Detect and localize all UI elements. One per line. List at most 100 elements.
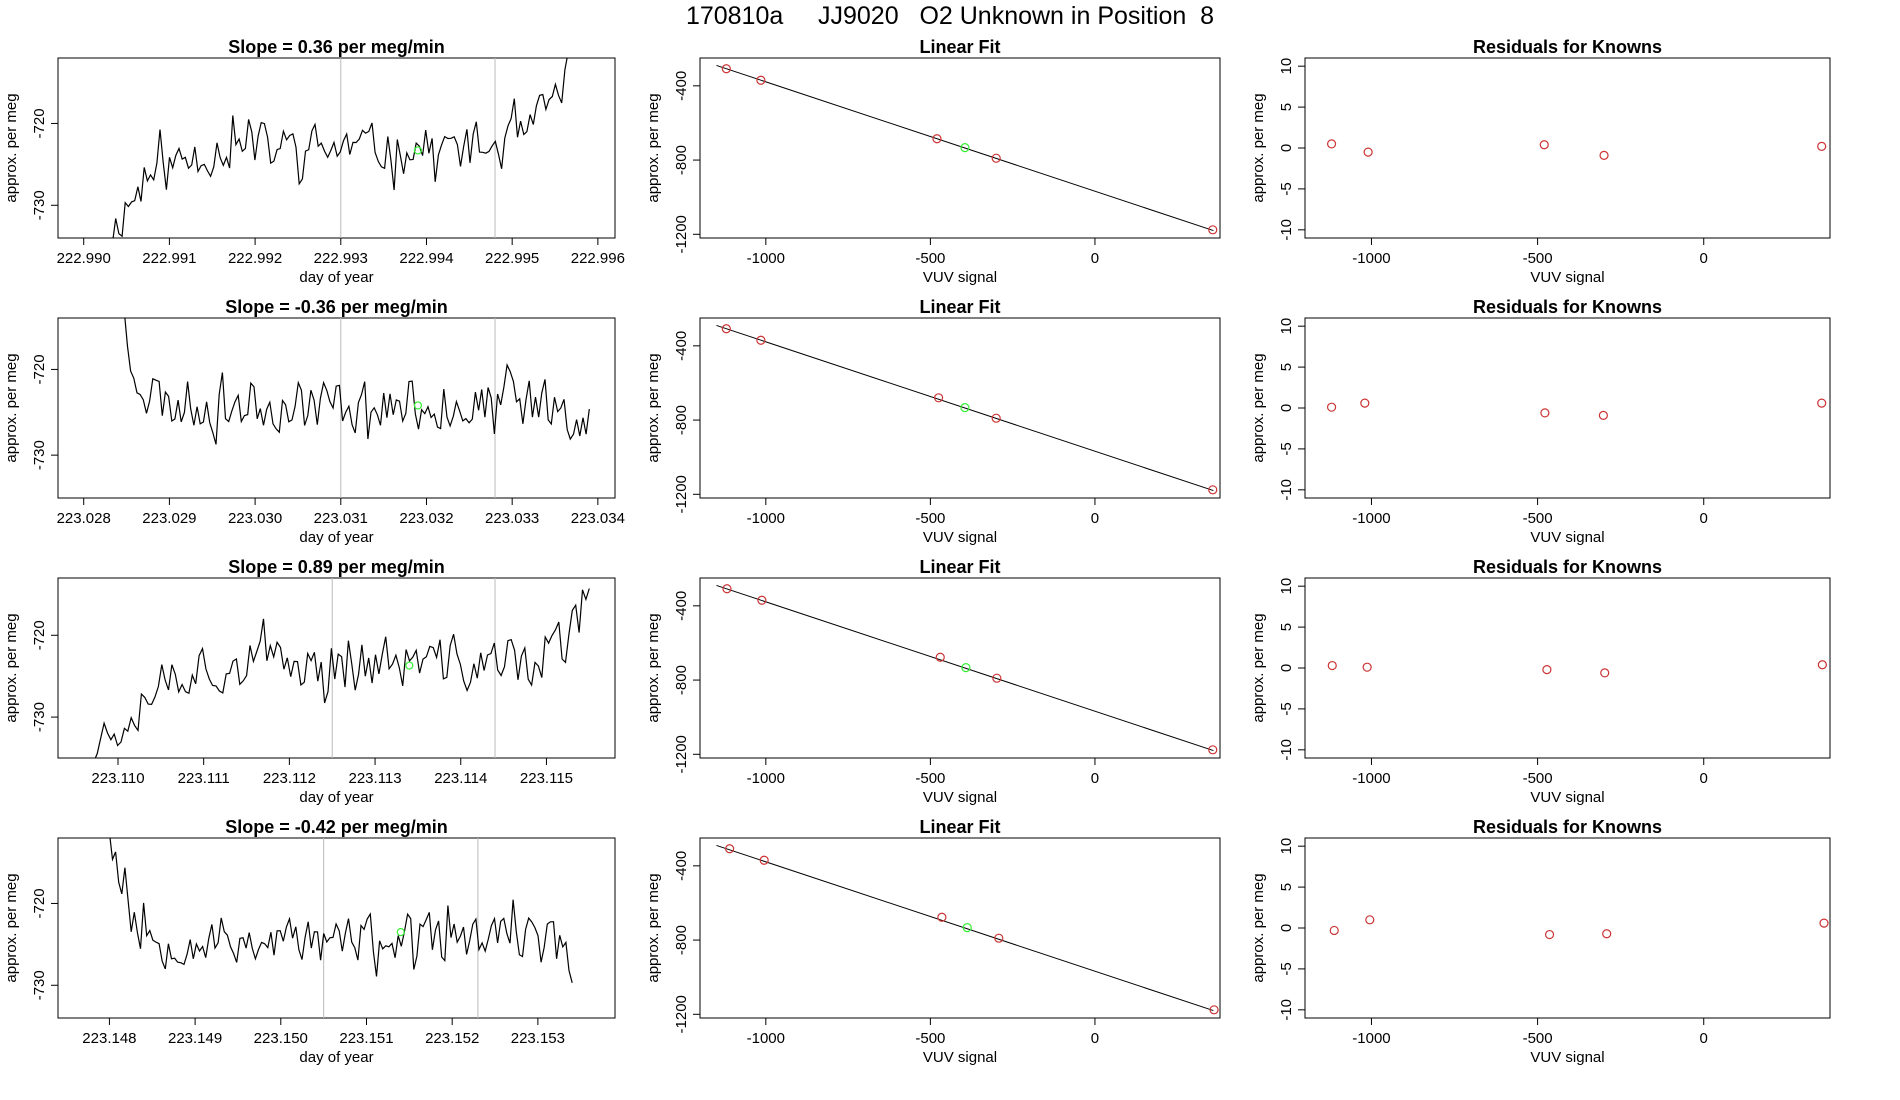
y-tick-label: -5 <box>1278 962 1295 975</box>
plot-area <box>1329 915 1829 940</box>
y-tick-label: -800 <box>673 145 690 175</box>
y-tick-label: -720 <box>31 354 48 384</box>
known-point <box>937 912 947 922</box>
y-tick-label: 5 <box>1278 623 1295 631</box>
y-tick-label: 5 <box>1278 363 1295 371</box>
x-tick-label: -1000 <box>1352 770 1390 787</box>
x-tick-label: 0 <box>1700 510 1708 527</box>
unknown-marker <box>396 927 405 937</box>
panel-time-row-3: Slope = 0.89 per meg/min 223.110 223.111 22… <box>3 557 616 806</box>
x-tick-label: 223.112 <box>263 770 316 787</box>
panel-title: Slope = 0.89 per meg/min <box>228 557 445 577</box>
known-point <box>725 844 735 854</box>
plot-area <box>124 318 590 498</box>
unknown-point <box>960 143 970 153</box>
known-point <box>1208 745 1218 755</box>
y-axis-label: approx. per meg <box>3 613 20 722</box>
y-tick-label: -720 <box>31 620 48 650</box>
y-tick-label: -10 <box>1278 739 1295 761</box>
x-axis-label: day of year <box>299 529 373 546</box>
panel-title: Linear Fit <box>919 297 1000 317</box>
y-axis-label: approx. per meg <box>3 873 20 982</box>
known-point <box>1208 225 1218 235</box>
y-axis-label: approx. per meg <box>645 613 662 722</box>
residual-point <box>1599 150 1609 160</box>
known-point <box>722 584 732 594</box>
panel-title: Residuals for Knowns <box>1473 817 1662 837</box>
residual-point <box>1363 147 1373 157</box>
panel-resid-row-4: Residuals for Knowns -1000 -500 0 VUV signal… <box>1250 817 1831 1066</box>
x-tick-label: 223.148 <box>82 1030 136 1047</box>
x-tick-label: 223.028 <box>57 510 111 527</box>
panel-fit-row-3: Linear Fit -1000 -500 0 VUV signal -400 -800 -1… <box>645 557 1221 806</box>
unknown-marker <box>413 146 423 155</box>
x-tick-label: -500 <box>1523 770 1553 787</box>
plot-frame <box>1304 577 1831 759</box>
x-tick-label: 0 <box>1700 1030 1708 1047</box>
known-point <box>991 153 1001 163</box>
x-tick-label: -1000 <box>1352 1030 1390 1047</box>
panel-fit-row-1: Linear Fit -1000 -500 0 VUV signal -400 -800 -1… <box>645 37 1221 286</box>
x-tick-label: 222.996 <box>571 250 625 267</box>
x-axis-label: VUV signal <box>923 529 997 546</box>
x-tick-label: -500 <box>915 510 945 527</box>
y-tick-label: -720 <box>31 108 48 138</box>
y-tick-label: -730 <box>31 970 48 1000</box>
x-tick-label: -1000 <box>747 770 785 787</box>
y-axis-label: approx. per meg <box>3 353 20 462</box>
fit-line <box>716 584 1214 752</box>
x-tick-label: 222.994 <box>399 250 453 267</box>
y-tick-label: 10 <box>1278 578 1295 595</box>
panel-title: Slope = -0.42 per meg/min <box>225 817 448 837</box>
y-tick-label: -5 <box>1278 182 1295 195</box>
panel-title: Residuals for Knowns <box>1473 37 1662 57</box>
plot-frame <box>1304 837 1831 1019</box>
x-tick-label: 223.150 <box>254 1030 308 1047</box>
panel-title: Slope = -0.36 per meg/min <box>225 297 448 317</box>
unknown-point <box>962 923 972 933</box>
residual-point <box>1600 668 1610 678</box>
x-tick-label: 223.029 <box>142 510 196 527</box>
x-tick-label: 222.990 <box>57 250 111 267</box>
y-axis-label: approx. per meg <box>1250 613 1267 722</box>
y-axis-label: approx. per meg <box>3 93 20 202</box>
panel-resid-row-2: Residuals for Knowns -1000 -500 0 VUV signal… <box>1250 297 1831 546</box>
x-tick-label: 222.993 <box>314 250 368 267</box>
x-axis-label: VUV signal <box>923 789 997 806</box>
panel-time-row-1: Slope = 0.36 per meg/min 222.990 222.991 22… <box>3 37 625 286</box>
fit-line <box>716 64 1214 232</box>
plot-area <box>1326 398 1827 420</box>
residual-point <box>1817 398 1827 408</box>
y-tick-label: -400 <box>673 331 690 361</box>
panel-title: Linear Fit <box>919 817 1000 837</box>
plot-frame <box>699 57 1221 239</box>
x-tick-label: -500 <box>915 1030 945 1047</box>
residual-point <box>1817 141 1827 151</box>
plot-frame <box>1304 57 1831 239</box>
known-point <box>757 595 767 605</box>
x-tick-label: -500 <box>1523 250 1553 267</box>
x-tick-label: 223.151 <box>339 1030 393 1047</box>
plot-area <box>716 584 1218 755</box>
plot-frame <box>699 317 1221 499</box>
x-tick-label: 0 <box>1091 1030 1099 1047</box>
known-point <box>932 134 942 144</box>
y-tick-label: -730 <box>31 190 48 220</box>
panel-title: Slope = 0.36 per meg/min <box>228 37 445 57</box>
x-tick-label: -500 <box>1523 510 1553 527</box>
x-tick-label: 0 <box>1700 250 1708 267</box>
y-tick-label: -1200 <box>673 475 690 513</box>
x-tick-label: 223.034 <box>571 510 625 527</box>
y-axis-label: approx. per meg <box>645 353 662 462</box>
x-axis-label: VUV signal <box>1530 529 1604 546</box>
series-line <box>124 318 590 445</box>
y-tick-label: 0 <box>1278 924 1295 932</box>
known-point <box>934 393 944 403</box>
x-tick-label: 223.030 <box>228 510 282 527</box>
plot-frame <box>57 57 616 239</box>
series-line <box>112 58 568 238</box>
y-tick-label: -10 <box>1278 479 1295 501</box>
x-tick-label: 222.995 <box>485 250 539 267</box>
y-tick-label: 0 <box>1278 664 1295 672</box>
